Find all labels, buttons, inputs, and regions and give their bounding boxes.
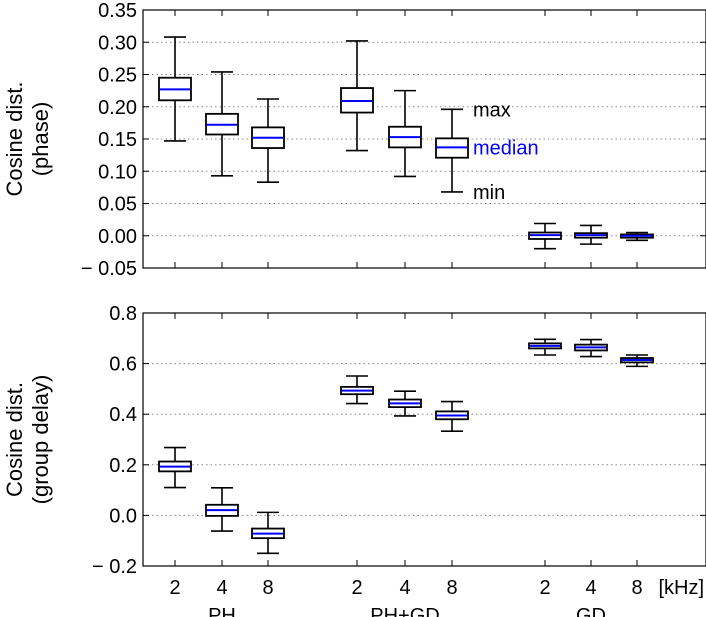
box-ph-2khz [158,36,192,142]
y-tick-label: 0.05 [98,194,137,216]
box-ph-2khz [158,446,192,489]
x-tick-label: 4 [585,577,596,599]
box-ph-gd-8khz [435,108,469,193]
x-tick-label: 4 [216,577,227,599]
y-axis-title: (phase) [28,102,53,177]
group-label: GD [576,605,606,617]
x-tick-label: 2 [351,577,362,599]
x-unit-label: [kHz] [658,577,704,599]
y-tick-label: 0.6 [109,354,137,376]
x-axis-labels: 2 4 8 2 4 8 2 4 8 [kHz] PH PH+GD GD [169,577,704,617]
box-gd-8khz [620,231,654,242]
y-tick-label: 0.15 [98,129,137,151]
annotation-min: min [473,182,505,204]
y-tick-label: 0.35 [98,0,137,22]
y-axis-title: (group delay) [28,375,53,505]
y-tick-label: − 0.05 [81,258,137,280]
box-ph-4khz [205,487,239,532]
box-ph-8khz [251,98,285,184]
annotation-max: max [473,99,511,121]
x-tick-label: 2 [169,577,180,599]
x-tick-label: 2 [539,577,550,599]
y-tick-label: 0.4 [109,404,137,426]
x-tick-label: 8 [262,577,273,599]
box-gd-8khz [620,354,654,368]
box-gd-4khz [574,224,608,245]
y-tick-label: 0.10 [98,161,137,183]
box-ph-gd-4khz [388,390,422,417]
y-tick-label: 0.0 [109,505,137,527]
phase-panel: − 0.05 0.00 0.05 0.10 0.15 0.20 0.25 0.30 0.35 Co… [2,0,706,280]
y-tick-label: 0.00 [98,226,137,248]
x-tick-label: 8 [446,577,457,599]
group-label: PH [208,605,236,617]
box-gd-2khz [528,338,562,356]
x-tick-label: 4 [399,577,410,599]
box-gd-4khz [574,338,608,358]
plot-frame [142,312,706,567]
annotation-median: median [473,137,539,159]
group-label: PH+GD [370,605,439,617]
y-tick-label: 0.8 [109,303,137,325]
box-ph-8khz [251,511,285,555]
y-tick-label: 0.20 [98,97,137,119]
y-axis-title: Cosine dist. [2,82,27,197]
box-ph-4khz [205,71,239,177]
group-delay-panel: − 0.2 0.0 0.2 0.4 0.6 0.8 Cosine dist. (group d… [2,303,706,578]
plot-frame [142,9,706,269]
box-ph-gd-8khz [435,400,469,432]
y-tick-label: 0.2 [109,455,137,477]
x-tick-label: 8 [631,577,642,599]
box-ph-gd-4khz [388,89,422,178]
y-tick-label: 0.25 [98,65,137,87]
box-gd-2khz [528,222,562,250]
y-tick-label: 0.30 [98,32,137,54]
y-axis-title: Cosine dist. [2,382,27,497]
box-ph-gd-2khz [340,40,374,152]
y-tick-label: − 0.2 [92,556,137,578]
box-ph-gd-2khz [340,375,374,405]
